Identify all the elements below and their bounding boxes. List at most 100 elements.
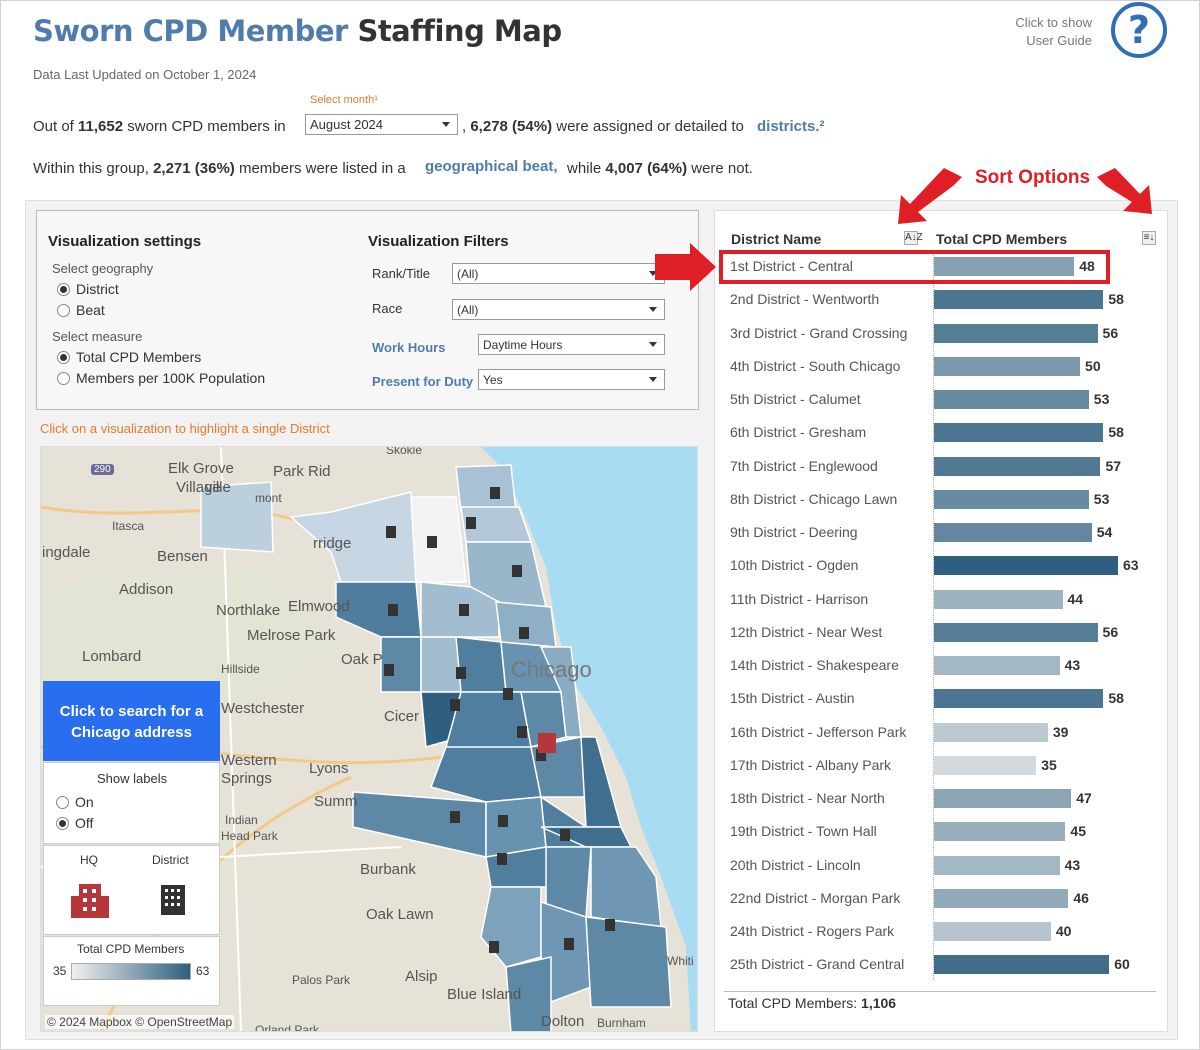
district-station-icons[interactable] xyxy=(384,487,615,953)
present-duty-label: Present for Duty xyxy=(372,374,474,389)
map-place-label: Blue Island xyxy=(447,986,522,1003)
s1-total: 11,652 xyxy=(78,118,124,135)
districts-link[interactable]: districts.² xyxy=(757,118,825,135)
address-search-button[interactable]: Click to search for a Chicago address xyxy=(43,681,220,761)
district-name-label[interactable]: 6th District - Gresham xyxy=(730,424,867,441)
district-bar[interactable] xyxy=(934,955,1110,975)
map-canvas[interactable] xyxy=(41,447,698,1032)
district-bar[interactable] xyxy=(934,755,1037,775)
district-bar[interactable] xyxy=(934,456,1101,476)
measure-radio-per100k[interactable]: Members per 100K Population xyxy=(57,370,265,386)
map-click-hint: Click on a visualization to highlight a … xyxy=(40,421,330,436)
district-name-label[interactable]: 15th District - Austin xyxy=(730,690,855,707)
s1-assigned-text: were assigned or detailed to xyxy=(556,118,744,135)
map-place-label: Lyons xyxy=(309,760,349,777)
hq-icon[interactable] xyxy=(538,733,556,753)
labels-radio-off[interactable]: Off xyxy=(56,815,93,831)
district-bar[interactable] xyxy=(934,622,1098,642)
district-bar[interactable] xyxy=(934,257,1075,276)
district-name-label[interactable]: 5th District - Calumet xyxy=(730,391,861,407)
district-name-label[interactable]: 8th District - Chicago Lawn xyxy=(730,490,898,507)
district-name-label[interactable]: 22nd District - Morgan Park xyxy=(730,889,901,906)
show-labels-panel: Show labels On Off xyxy=(43,762,220,844)
district-name-label[interactable]: 1st District - Central xyxy=(730,258,853,274)
labels-radio-on[interactable]: On xyxy=(56,794,94,810)
scale-max: 63 xyxy=(196,964,210,978)
district-bar[interactable] xyxy=(934,822,1066,842)
bar-value-label: 39 xyxy=(1052,723,1069,740)
color-scale-legend: Total CPD Members 35 63 xyxy=(43,936,220,1006)
district-name-label[interactable]: 16th District - Jefferson Park xyxy=(730,723,907,740)
district-name-label[interactable]: 12th District - Near West xyxy=(730,623,883,640)
district-name-label[interactable]: 18th District - Near North xyxy=(730,790,885,806)
district-bar[interactable] xyxy=(934,789,1072,808)
district-shapes[interactable] xyxy=(200,464,672,1032)
district-name-label[interactable]: 7th District - Englewood xyxy=(730,457,878,474)
district-bar[interactable] xyxy=(934,523,1092,542)
district-bar[interactable] xyxy=(934,855,1060,875)
sort-by-value-icon[interactable]: ≡↓ xyxy=(1142,231,1156,245)
district-name-label[interactable]: 11th District - Harrison xyxy=(730,590,869,607)
rank-dropdown[interactable]: (All) xyxy=(452,263,665,284)
bar-value-label: 40 xyxy=(1055,923,1072,939)
geography-label: Select geography xyxy=(52,261,154,276)
settings-title: Visualization settings xyxy=(48,233,202,250)
race-dropdown[interactable]: (All) xyxy=(452,299,665,320)
district-bar[interactable] xyxy=(934,290,1104,310)
map-place-label: Addison xyxy=(119,581,174,598)
district-bar[interactable] xyxy=(934,922,1051,941)
s2-mid: members were listed in a xyxy=(238,160,406,177)
district-name-label[interactable]: 9th District - Deering xyxy=(730,524,858,540)
user-guide-hint[interactable]: Click to show User Guide xyxy=(1000,14,1092,50)
geo-radio-district[interactable]: District xyxy=(57,281,119,297)
district-bar[interactable] xyxy=(934,423,1104,443)
district-name-label[interactable]: 3rd District - Grand Crossing xyxy=(730,324,908,341)
map-place-label: Whiti xyxy=(667,954,694,968)
chevron-down-icon xyxy=(649,377,657,382)
scale-min: 35 xyxy=(53,964,67,978)
district-name-label[interactable]: 25th District - Grand Central xyxy=(730,956,905,973)
district-name-label[interactable]: 2nd District - Wentworth xyxy=(730,291,880,308)
s1-assigned: 6,278 (54%) xyxy=(470,118,553,135)
district-bar[interactable] xyxy=(934,689,1104,709)
district-name-label[interactable]: 4th District - South Chicago xyxy=(730,357,901,374)
geo-radio-beat[interactable]: Beat xyxy=(57,302,105,318)
district-bar[interactable] xyxy=(934,323,1098,343)
title-part2: Staffing Map xyxy=(357,14,562,48)
district-bar[interactable] xyxy=(934,656,1060,675)
geographical-beat-link[interactable]: geographical beat, xyxy=(425,158,558,175)
month-dropdown[interactable]: August 2024 xyxy=(305,114,458,135)
district-bar[interactable] xyxy=(934,722,1048,742)
sort-alphabetical-icon[interactable]: A↓Z xyxy=(904,231,923,245)
district-name-label[interactable]: 20th District - Lincoln xyxy=(730,856,861,873)
district-name-label[interactable]: 10th District - Ogden xyxy=(730,557,859,574)
month-value: August 2024 xyxy=(310,117,384,132)
map-attribution[interactable]: © 2024 Mapbox © OpenStreetMap xyxy=(45,1015,235,1029)
district-bar[interactable] xyxy=(934,489,1089,509)
district-bar[interactable] xyxy=(934,888,1069,908)
guide-line1: Click to show xyxy=(1015,15,1092,30)
district-name-label[interactable]: 14th District - Shakespeare xyxy=(730,657,899,673)
hq-legend-label: HQ xyxy=(80,853,98,867)
district-bar[interactable] xyxy=(934,356,1081,376)
measure-radio-total[interactable]: Total CPD Members xyxy=(57,349,201,365)
present-duty-dropdown[interactable]: Yes xyxy=(478,369,665,390)
district-bar[interactable] xyxy=(934,556,1118,576)
work-hours-dropdown[interactable]: Daytime Hours xyxy=(478,334,665,355)
map-place-label: Orland Park xyxy=(255,1023,320,1032)
page-title: Sworn CPD Member Staffing Map xyxy=(33,14,562,48)
help-icon[interactable]: ? xyxy=(1111,2,1167,58)
district-bar[interactable] xyxy=(934,390,1089,409)
district-map[interactable]: Skokie Elk Grove Village Park Rid Itasca… xyxy=(40,446,698,1032)
bar-value-label: 50 xyxy=(1085,357,1101,374)
bar-axis-line xyxy=(933,250,934,980)
chevron-down-icon xyxy=(649,342,657,347)
district-name-header[interactable]: District Name xyxy=(731,231,822,247)
map-place-label: Indian xyxy=(225,813,258,827)
total-members-header[interactable]: Total CPD Members xyxy=(936,231,1068,247)
district-name-label[interactable]: 17th District - Albany Park xyxy=(730,756,892,773)
district-bar[interactable] xyxy=(934,589,1063,609)
district-name-label[interactable]: 19th District - Town Hall xyxy=(730,823,877,840)
map-place-label: Westchester xyxy=(221,700,305,717)
district-name-label[interactable]: 24th District - Rogers Park xyxy=(730,923,895,939)
